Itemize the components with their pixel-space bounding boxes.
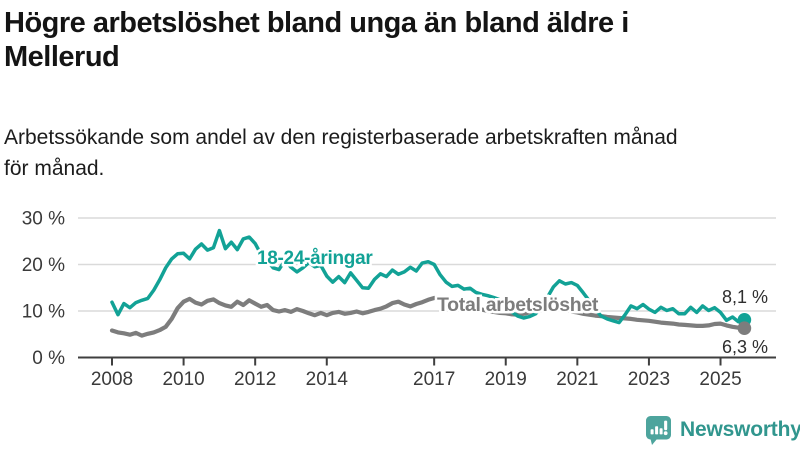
y-axis-label: 30 % (22, 209, 65, 230)
end-value-label-total: 6,3 % (722, 337, 768, 357)
x-axis-label: 2023 (628, 369, 670, 390)
x-axis-label: 2008 (91, 369, 133, 390)
y-axis-label: 10 % (22, 302, 65, 323)
page-subtitle-line1: Arbetssökande som andel av den registerb… (4, 126, 678, 149)
series-label-total: Total arbetslöshet (437, 294, 599, 316)
x-axis-label: 2014 (306, 369, 349, 390)
y-axis-label: 20 % (22, 255, 65, 276)
x-axis-label: 2010 (162, 369, 204, 390)
series-end-dot-total (737, 321, 752, 336)
page-title-line2: Mellerud (4, 41, 120, 73)
newsworthy-logo-icon (646, 416, 671, 445)
series-line-young (110, 228, 747, 325)
x-axis-label: 2025 (699, 369, 741, 390)
x-axis-label: 2019 (485, 369, 527, 390)
x-axis-label: 2012 (234, 369, 276, 390)
y-axis-label: 0 % (32, 348, 65, 369)
page-subtitle-line2: för månad. (4, 157, 105, 180)
series-label-young: 18-24-åringar (257, 248, 373, 269)
series-line-total (109, 295, 747, 338)
page-title: Högre arbetslöshet bland unga än bland ä… (4, 6, 788, 74)
newsworthy-logo: Newsworthy (645, 415, 800, 445)
page-subtitle: Arbetssökande som andel av den registerb… (4, 122, 788, 184)
end-value-label-young: 8,1 % (722, 287, 768, 307)
page-title-line1: Högre arbetslöshet bland unga än bland ä… (4, 7, 629, 39)
newsworthy-logo-text: Newsworthy (680, 418, 800, 441)
x-axis-label: 2021 (556, 369, 598, 390)
x-axis-label: 2017 (413, 369, 455, 390)
